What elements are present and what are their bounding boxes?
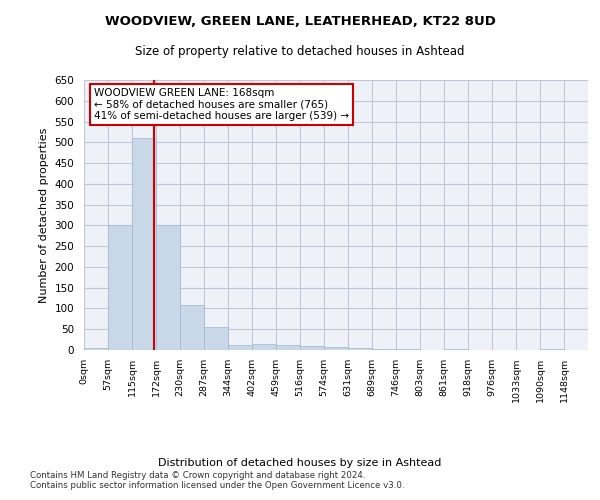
Bar xyxy=(396,349,420,350)
Bar xyxy=(84,348,108,350)
Text: Contains public sector information licensed under the Open Government Licence v3: Contains public sector information licen… xyxy=(30,480,404,490)
Text: WOODVIEW, GREEN LANE, LEATHERHEAD, KT22 8UD: WOODVIEW, GREEN LANE, LEATHERHEAD, KT22 … xyxy=(104,15,496,28)
Text: Size of property relative to detached houses in Ashtead: Size of property relative to detached ho… xyxy=(135,45,465,58)
Bar xyxy=(204,327,228,350)
Bar xyxy=(276,345,300,350)
Bar xyxy=(180,305,204,350)
Text: Contains HM Land Registry data © Crown copyright and database right 2024.: Contains HM Land Registry data © Crown c… xyxy=(30,470,365,480)
Bar xyxy=(372,349,396,350)
Bar xyxy=(132,138,156,350)
Bar xyxy=(444,349,468,350)
Bar xyxy=(156,226,180,350)
Text: WOODVIEW GREEN LANE: 168sqm
← 58% of detached houses are smaller (765)
41% of se: WOODVIEW GREEN LANE: 168sqm ← 58% of det… xyxy=(94,88,349,122)
Bar xyxy=(540,349,564,350)
Bar xyxy=(348,348,372,350)
Text: Distribution of detached houses by size in Ashtead: Distribution of detached houses by size … xyxy=(158,458,442,468)
Bar xyxy=(252,344,276,350)
Y-axis label: Number of detached properties: Number of detached properties xyxy=(39,128,49,302)
Bar xyxy=(108,226,132,350)
Bar xyxy=(324,347,348,350)
Bar xyxy=(228,344,252,350)
Bar xyxy=(300,346,324,350)
